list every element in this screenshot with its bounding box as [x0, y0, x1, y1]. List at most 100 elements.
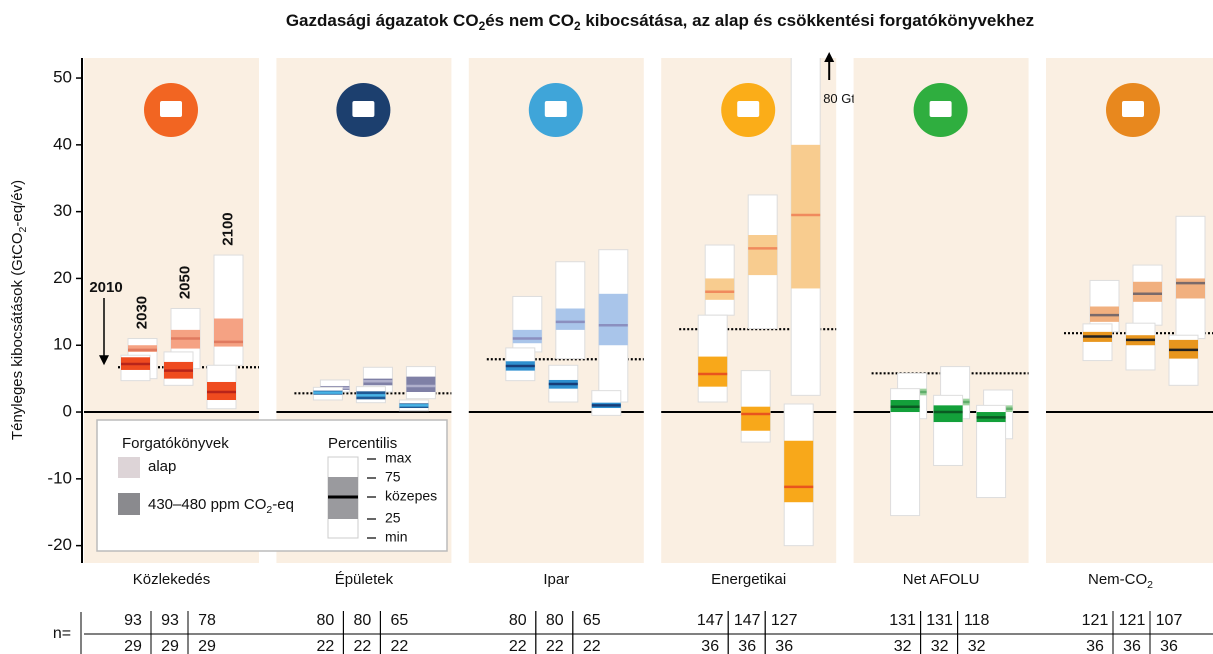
- arrow-head: [99, 355, 109, 366]
- n-count: 29: [161, 638, 179, 654]
- mitigation-iqr: [741, 406, 771, 431]
- chart-title: Gazdasági ágazatok CO2és nem CO2 kibocsá…: [286, 11, 1034, 33]
- boxes: [505, 249, 629, 416]
- y-tick-label: 40: [53, 134, 72, 153]
- boxes: [312, 366, 436, 412]
- y-axis-label: Tényleges kibocsátások (GtCO2-eq/év): [9, 180, 29, 440]
- baseline-range: [1089, 279, 1120, 333]
- n-count: 80: [354, 612, 372, 629]
- baseline-iqr: [705, 278, 735, 300]
- legend-box: [96, 419, 448, 552]
- n-count: 147: [697, 612, 724, 629]
- n-count: 36: [701, 638, 719, 654]
- legend-swatch: [118, 457, 140, 478]
- boxes: [1082, 215, 1206, 386]
- n-count: 93: [161, 612, 179, 629]
- mitigation-iqr: [698, 356, 728, 387]
- legend-title: Percentilis: [328, 435, 397, 452]
- legend-entry: 430–480 ppm CO2-eq: [148, 496, 294, 516]
- mitigation-range: [1082, 323, 1113, 362]
- n-count: 80: [509, 612, 527, 629]
- mitigation-iqr: [784, 440, 814, 503]
- n-count: 131: [926, 612, 953, 629]
- mitigation-range: [1125, 322, 1156, 371]
- y-tick-label: 20: [53, 268, 72, 287]
- text-part: Nem-CO: [1088, 571, 1147, 588]
- n-count: 22: [391, 638, 409, 654]
- text-part: Gazdasági ágazatok CO: [286, 11, 479, 30]
- n-count: 80: [546, 612, 564, 629]
- n-count: 36: [1160, 638, 1178, 654]
- arrow-head: [824, 52, 835, 62]
- subscript: 2: [1147, 579, 1153, 591]
- icon-glyph: [544, 101, 567, 117]
- baseline-iqr: [128, 345, 157, 352]
- year-label: 2100: [219, 212, 236, 245]
- y-tick-label: -20: [47, 535, 72, 554]
- icon-glyph: [1122, 101, 1144, 117]
- baseline-iqr: [598, 293, 628, 346]
- text-part: Közlekedés: [133, 571, 211, 588]
- percentile-label: 25: [385, 510, 401, 526]
- subscript: 2: [266, 504, 272, 516]
- percentile-label: közepes: [385, 488, 437, 504]
- n-count: 121: [1082, 612, 1109, 629]
- n-count: 36: [738, 638, 756, 654]
- year-label: 2050: [176, 266, 193, 299]
- n-count: 36: [1086, 638, 1104, 654]
- text-part: és nem CO: [485, 11, 574, 30]
- text-part: 430–480 ppm CO: [148, 496, 266, 513]
- n-count: 22: [583, 638, 601, 654]
- legend-entry: alap: [148, 458, 176, 475]
- n-count: 32: [931, 638, 949, 654]
- percentile-label: max: [385, 450, 411, 466]
- mitigation-range: [740, 370, 771, 443]
- baseline-range: [512, 295, 543, 353]
- n-count: 127: [771, 612, 798, 629]
- text-part: kibocsátása, az alap és csökkentési forg…: [581, 11, 1035, 30]
- n-count: 121: [1119, 612, 1146, 629]
- text-part: Tényleges kibocsátások (GtCO: [9, 232, 26, 440]
- n-count: 36: [1123, 638, 1141, 654]
- baseline-range: [213, 254, 244, 366]
- sector-label: Energetikai: [711, 571, 786, 588]
- baseline-range: [1175, 215, 1206, 340]
- sector-label: Épületek: [335, 571, 394, 588]
- baseline-iqr: [748, 235, 778, 276]
- n-count: 131: [889, 612, 916, 629]
- baseline-iqr: [406, 376, 436, 392]
- boxes: [120, 254, 244, 410]
- icon-glyph: [929, 101, 952, 117]
- y-tick-label: 50: [53, 68, 72, 87]
- n-count: 118: [964, 612, 990, 629]
- n-count: 29: [124, 638, 142, 654]
- icon-glyph: [352, 101, 375, 117]
- year-label: 2010: [89, 279, 122, 296]
- baseline-iqr: [791, 144, 821, 289]
- n-count: 32: [968, 638, 986, 654]
- n-count: 32: [894, 638, 912, 654]
- text-part: Energetikai: [711, 571, 786, 588]
- n-count: 65: [391, 612, 409, 629]
- icon-glyph: [160, 101, 182, 117]
- icon-glyph: [737, 101, 760, 117]
- boxes: [890, 366, 1014, 517]
- legend-title: Forgatókönyvek: [122, 435, 229, 452]
- subscript: 2: [574, 19, 581, 33]
- y-tick-label: 10: [53, 335, 72, 354]
- percentile-label: min: [385, 529, 408, 545]
- baseline-iqr: [512, 329, 542, 344]
- baseline-iqr: [1133, 281, 1162, 302]
- n-count: 22: [546, 638, 564, 654]
- text-part: -eq: [272, 496, 294, 513]
- sector-label: Közlekedés: [133, 571, 211, 588]
- n-count: 29: [198, 638, 216, 654]
- n-count: 22: [317, 638, 335, 654]
- y-tick-label: -10: [47, 468, 72, 487]
- n-count: 147: [734, 612, 761, 629]
- n-count: 22: [354, 638, 372, 654]
- n-count: 80: [317, 612, 335, 629]
- mitigation-iqr: [933, 405, 963, 423]
- percentile-label: 75: [385, 469, 401, 485]
